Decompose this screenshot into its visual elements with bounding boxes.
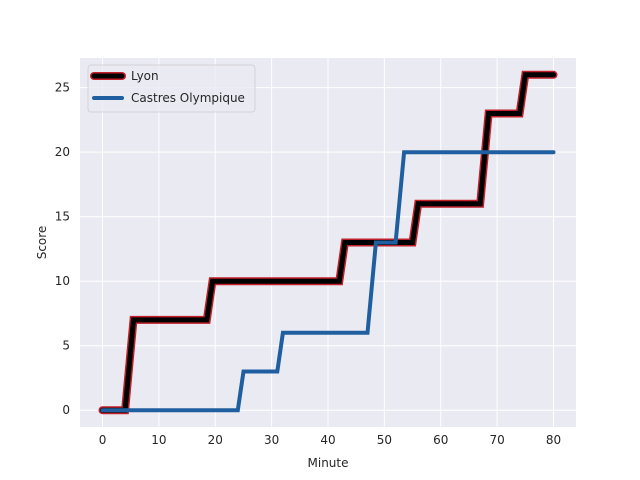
y-tick-label: 20 — [55, 145, 70, 159]
tick-labels: 0 10 20 30 40 50 60 70 80 0 5 10 15 20 25 — [55, 81, 561, 447]
x-tick-label: 20 — [208, 433, 223, 447]
legend-label-castres-olympique: Castres Olympique — [131, 91, 245, 105]
y-tick-label: 10 — [55, 274, 70, 288]
legend-label-lyon: Lyon — [131, 69, 159, 83]
x-tick-label: 40 — [320, 433, 335, 447]
x-tick-label: 70 — [489, 433, 504, 447]
y-tick-label: 15 — [55, 210, 70, 224]
x-tick-label: 80 — [546, 433, 561, 447]
series-lines — [98, 70, 558, 415]
x-tick-label: 10 — [151, 433, 166, 447]
grid — [80, 58, 576, 427]
legend: Lyon Castres Olympique — [87, 64, 256, 113]
y-tick-label: 25 — [55, 81, 70, 95]
x-tick-label: 50 — [377, 433, 392, 447]
x-axis-label: Minute — [308, 456, 349, 470]
x-tick-label: 0 — [99, 433, 107, 447]
x-tick-label: 60 — [433, 433, 448, 447]
y-tick-label: 0 — [62, 403, 70, 417]
y-tick-label: 5 — [62, 339, 70, 353]
series-line-castres-olympique — [100, 150, 556, 413]
y-axis-label: Score — [35, 226, 49, 260]
x-tick-label: 30 — [264, 433, 279, 447]
legend-box — [87, 64, 256, 113]
